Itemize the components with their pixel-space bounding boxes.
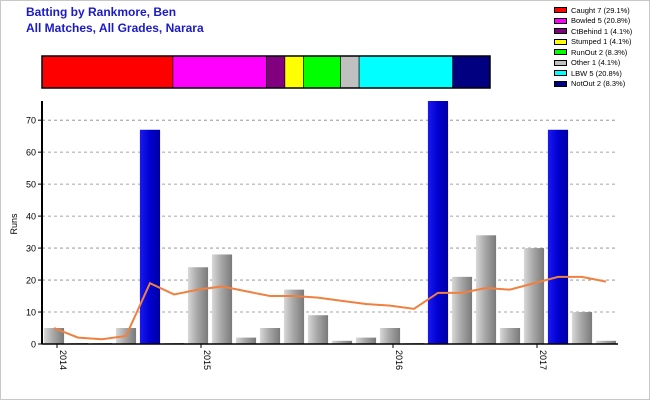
dismissal-segment-notout (452, 55, 491, 89)
runs-bar (475, 235, 497, 344)
runs-bar (379, 328, 401, 344)
legend-item: Caught 7 (29.1%) (554, 5, 632, 16)
x-tick-label: 2016 (394, 350, 404, 370)
average-runs-line (53, 275, 607, 341)
legend-swatch (554, 70, 567, 77)
runs-bar (259, 328, 281, 344)
legend-item: RunOut 2 (8.3%) (554, 47, 632, 58)
dismissal-distribution-bar (41, 55, 491, 89)
dismissal-segment-other (340, 55, 360, 89)
x-tick-label: 2017 (538, 350, 548, 370)
legend-item: CtBehind 1 (4.1%) (554, 26, 632, 37)
runs-bar (211, 254, 233, 344)
x-tick-labels: 2014 2015 2016 2017 (56, 344, 548, 370)
average-line (53, 275, 607, 341)
legend-swatch (554, 17, 567, 24)
runs-bar (307, 315, 329, 344)
runs-bar (331, 340, 353, 344)
y-tick-label: 0 (31, 340, 36, 350)
y-tick-label: 50 (26, 180, 36, 190)
y-tick-labels: 0 10 20 30 40 50 60 70 (26, 116, 42, 350)
legend-item: NotOut 2 (8.3%) (554, 79, 632, 90)
legend: Caught 7 (29.1%) Bowled 5 (20.8%) CtBehind… (554, 5, 632, 89)
legend-item: Stumped 1 (4.1%) (554, 37, 632, 48)
legend-item: Bowled 5 (20.8%) (554, 16, 632, 27)
runs-bar (523, 248, 545, 344)
legend-label: Other 1 (4.1%) (571, 58, 621, 68)
chart-title: Batting by Rankmore, Ben (26, 5, 177, 19)
runs-bar (427, 101, 449, 344)
legend-label: Caught 7 (29.1%) (571, 5, 630, 15)
runs-bars (43, 101, 617, 344)
legend-swatch (554, 28, 567, 35)
chart-subtitle: All Matches, All Grades, Narara (26, 21, 204, 35)
legend-item: Other 1 (4.1%) (554, 58, 632, 69)
y-tick-label: 10 (26, 308, 36, 318)
runs-bar (451, 276, 473, 344)
x-tick-label: 2015 (202, 350, 212, 370)
dismissal-bar-outline (41, 55, 491, 89)
legend-label: RunOut 2 (8.3%) (571, 47, 628, 57)
runs-bar (187, 267, 209, 344)
legend-swatch (554, 49, 567, 56)
x-tick-label: 2014 (58, 350, 68, 370)
runs-bar (43, 328, 65, 344)
dismissal-segment-bowled (172, 55, 267, 89)
y-tick-label: 70 (26, 116, 36, 126)
legend-label: NotOut 2 (8.3%) (571, 79, 626, 89)
runs-bar (547, 129, 569, 344)
grid-lines (42, 119, 618, 313)
runs-bar (139, 129, 161, 344)
runs-bar (499, 328, 521, 344)
legend-label: CtBehind 1 (4.1%) (571, 26, 633, 36)
runs-bar (283, 289, 305, 344)
runs-bar (571, 312, 593, 344)
y-tick-label: 30 (26, 244, 36, 254)
dismissal-segment-ctbehind (266, 55, 286, 89)
y-tick-label: 60 (26, 148, 36, 158)
legend-item: LBW 5 (20.8%) (554, 68, 632, 79)
dismissal-segment-lbw (358, 55, 453, 89)
legend-label: Bowled 5 (20.8%) (571, 16, 631, 26)
legend-swatch (554, 38, 567, 45)
axes (41, 101, 618, 345)
runs-bar (355, 337, 377, 344)
legend-label: Stumped 1 (4.1%) (571, 37, 632, 47)
legend-label: LBW 5 (20.8%) (571, 68, 622, 78)
y-axis-label: Runs (9, 213, 19, 235)
runs-bar (235, 337, 257, 344)
dismissal-segment-stumped (284, 55, 304, 89)
dismissal-segment-runout (303, 55, 341, 89)
legend-swatch (554, 7, 567, 14)
y-tick-label: 20 (26, 276, 36, 286)
y-tick-label: 40 (26, 212, 36, 222)
runs-bar (595, 340, 617, 344)
dismissal-segment-caught (41, 55, 174, 89)
legend-swatch (554, 80, 567, 87)
legend-swatch (554, 59, 567, 66)
